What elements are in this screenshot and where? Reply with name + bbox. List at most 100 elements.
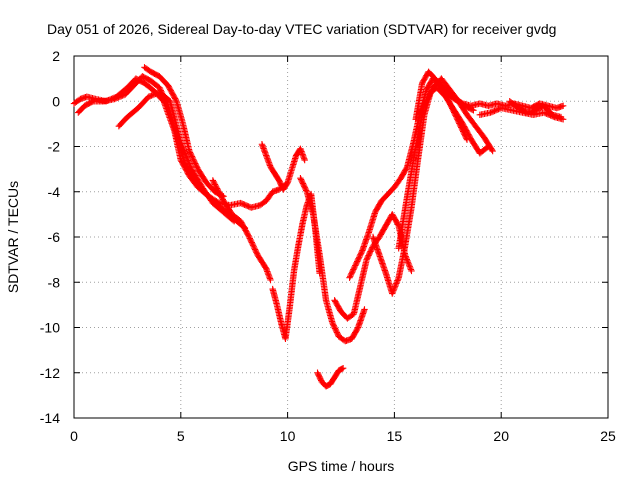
data-point-marker (332, 326, 339, 333)
data-point-marker (218, 193, 225, 200)
data-point-marker (408, 267, 415, 275)
data-point-marker (331, 325, 339, 332)
data-point-marker (361, 306, 368, 313)
data-point-marker (246, 235, 254, 242)
x-tick-label: 25 (600, 428, 616, 444)
data-point-marker (346, 273, 354, 280)
data-point-marker (352, 262, 359, 269)
x-tick-label: 15 (387, 428, 403, 444)
data-point-marker (421, 102, 428, 109)
data-point-marker (405, 261, 413, 269)
series-trace-h (297, 174, 368, 345)
data-point-marker (357, 251, 364, 258)
data-point-marker (193, 163, 200, 170)
data-point-marker (451, 110, 459, 118)
data-point-marker (390, 287, 397, 294)
data-point-marker (186, 160, 193, 167)
x-axis-label: GPS time / hours (288, 458, 395, 474)
data-point-marker (187, 164, 195, 171)
data-point-marker (357, 250, 365, 257)
data-point-marker (251, 244, 258, 252)
data-point-marker (339, 365, 347, 372)
data-point-marker (422, 99, 429, 107)
data-point-marker (452, 112, 459, 119)
data-point-marker (392, 281, 399, 289)
series-trace-c (115, 89, 238, 225)
data-point-marker (448, 103, 455, 111)
data-point-marker (391, 284, 398, 292)
data-point-marker (210, 178, 217, 185)
data-point-marker (394, 277, 401, 284)
data-point-marker (213, 184, 220, 191)
data-point-marker (333, 327, 340, 335)
data-point-marker (350, 266, 357, 273)
data-point-marker (447, 102, 455, 109)
y-tick-label: 2 (52, 48, 60, 64)
y-tick-label: 0 (52, 93, 60, 109)
series-trace-g (269, 190, 323, 343)
data-point-marker (355, 255, 362, 262)
data-point-marker (302, 187, 310, 194)
data-point-marker (393, 280, 400, 287)
grid (74, 56, 608, 418)
data-point-marker (346, 274, 353, 281)
data-points (70, 64, 567, 390)
series-trace-f (258, 141, 308, 193)
data-point-marker (445, 97, 452, 104)
y-tick-labels: 2 0 -2 -4 -6 -8 -10 -12 -14 (40, 48, 60, 426)
data-point-marker (298, 177, 305, 185)
data-point-marker (389, 288, 397, 296)
data-point-marker (428, 87, 435, 94)
series-trace-q (506, 98, 565, 121)
data-point-marker (424, 95, 431, 103)
series-trace-o (442, 89, 567, 112)
data-point-marker (214, 186, 222, 194)
data-point-marker (213, 185, 221, 192)
chart-title: Day 051 of 2026, Sidereal Day-to-day VTE… (47, 21, 556, 37)
data-point-marker (404, 259, 412, 266)
data-point-marker (188, 152, 195, 159)
data-point-marker (182, 151, 190, 159)
data-point-marker (367, 248, 374, 255)
data-point-marker (352, 260, 360, 268)
data-point-marker (459, 128, 467, 135)
data-point-marker (358, 248, 365, 256)
data-point-marker (190, 156, 197, 163)
y-axis-label: SDTVAR / TECUs (5, 181, 21, 293)
series-trace-e (209, 177, 274, 284)
y-tick-label: -2 (48, 139, 61, 155)
data-point-marker (364, 253, 372, 261)
data-point-marker (178, 140, 185, 147)
data-point-marker (182, 150, 189, 157)
data-point-marker (245, 232, 252, 239)
data-point-marker (348, 269, 356, 276)
data-point-marker (329, 321, 337, 328)
y-tick-label: -12 (40, 365, 60, 381)
data-point-marker (363, 256, 370, 263)
data-point-marker (452, 113, 460, 120)
data-point-marker (333, 329, 341, 336)
data-point-marker (248, 239, 255, 246)
data-point-marker (300, 181, 307, 189)
data-point-marker (183, 153, 190, 160)
data-point-marker (453, 114, 460, 122)
data-point-marker (353, 259, 360, 266)
data-point-marker (330, 322, 337, 329)
data-point-marker (329, 319, 336, 327)
data-point-marker (178, 141, 186, 149)
data-point-marker (250, 243, 257, 250)
data-point-marker (216, 189, 223, 196)
data-point-marker (350, 265, 358, 272)
data-point-marker (209, 177, 217, 184)
data-point-marker (446, 99, 453, 107)
data-point-marker (457, 122, 464, 130)
data-point-marker (348, 270, 355, 277)
data-point-marker (404, 257, 411, 265)
data-point-marker (184, 155, 191, 163)
data-point-marker (390, 286, 398, 293)
data-point-marker (423, 98, 430, 105)
data-point-marker (407, 264, 414, 272)
data-point-marker (367, 246, 375, 254)
